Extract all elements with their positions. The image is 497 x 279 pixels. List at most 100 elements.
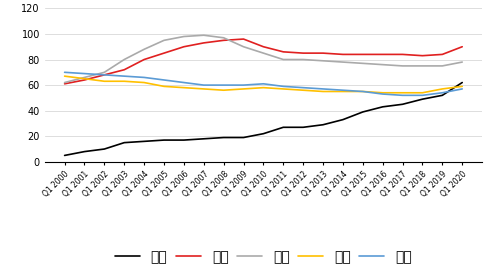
德国 <box>241 83 247 87</box>
英国 <box>221 36 227 39</box>
美国 <box>62 82 68 85</box>
Legend: 中国, 美国, 英国, 日本, 德国: 中国, 美国, 英国, 日本, 德国 <box>109 244 418 269</box>
英国 <box>340 61 346 64</box>
中国 <box>161 138 167 142</box>
中国 <box>419 97 425 101</box>
英国 <box>82 76 87 79</box>
日本 <box>380 91 386 94</box>
英国 <box>101 71 107 74</box>
中国 <box>459 81 465 84</box>
德国 <box>62 71 68 74</box>
中国 <box>439 94 445 97</box>
英国 <box>300 58 306 61</box>
中国 <box>201 137 207 141</box>
美国 <box>161 51 167 55</box>
美国 <box>439 53 445 56</box>
德国 <box>419 94 425 97</box>
美国 <box>340 53 346 56</box>
中国 <box>400 103 406 106</box>
德国 <box>201 83 207 87</box>
英国 <box>241 45 247 49</box>
中国 <box>380 105 386 109</box>
英国 <box>280 58 286 61</box>
美国 <box>221 39 227 42</box>
Line: 美国: 美国 <box>65 39 462 84</box>
英国 <box>121 58 127 61</box>
Line: 英国: 英国 <box>65 35 462 83</box>
美国 <box>141 58 147 61</box>
中国 <box>300 126 306 129</box>
日本 <box>161 85 167 88</box>
日本 <box>419 91 425 94</box>
英国 <box>439 64 445 68</box>
英国 <box>260 51 266 55</box>
美国 <box>300 51 306 55</box>
德国 <box>221 83 227 87</box>
日本 <box>201 87 207 91</box>
德国 <box>121 74 127 78</box>
美国 <box>241 37 247 41</box>
中国 <box>62 154 68 157</box>
日本 <box>439 87 445 91</box>
日本 <box>400 91 406 94</box>
中国 <box>82 150 87 153</box>
德国 <box>181 81 187 84</box>
英国 <box>141 48 147 51</box>
日本 <box>121 80 127 83</box>
日本 <box>181 86 187 89</box>
英国 <box>181 35 187 38</box>
日本 <box>141 81 147 84</box>
英国 <box>320 59 326 62</box>
英国 <box>62 81 68 84</box>
美国 <box>400 53 406 56</box>
中国 <box>280 126 286 129</box>
中国 <box>221 136 227 139</box>
美国 <box>380 53 386 56</box>
美国 <box>260 45 266 49</box>
德国 <box>101 73 107 76</box>
英国 <box>459 61 465 64</box>
美国 <box>459 45 465 49</box>
德国 <box>260 82 266 85</box>
中国 <box>141 140 147 143</box>
美国 <box>101 73 107 76</box>
德国 <box>380 92 386 96</box>
日本 <box>280 87 286 91</box>
美国 <box>121 68 127 71</box>
中国 <box>320 123 326 126</box>
美国 <box>419 54 425 57</box>
日本 <box>62 74 68 78</box>
日本 <box>300 88 306 92</box>
美国 <box>82 78 87 82</box>
德国 <box>400 94 406 97</box>
德国 <box>320 87 326 91</box>
日本 <box>101 80 107 83</box>
日本 <box>340 90 346 93</box>
日本 <box>320 90 326 93</box>
英国 <box>400 64 406 68</box>
德国 <box>300 86 306 89</box>
英国 <box>360 62 366 65</box>
英国 <box>161 39 167 42</box>
中国 <box>101 147 107 151</box>
德国 <box>360 90 366 93</box>
日本 <box>221 88 227 92</box>
德国 <box>141 76 147 79</box>
英国 <box>380 63 386 66</box>
英国 <box>419 64 425 68</box>
德国 <box>82 72 87 75</box>
中国 <box>181 138 187 142</box>
德国 <box>459 87 465 91</box>
美国 <box>280 50 286 54</box>
美国 <box>360 53 366 56</box>
美国 <box>320 51 326 55</box>
德国 <box>280 85 286 88</box>
中国 <box>260 132 266 135</box>
Line: 日本: 日本 <box>65 76 462 93</box>
日本 <box>82 77 87 80</box>
Line: 德国: 德国 <box>65 72 462 95</box>
中国 <box>241 136 247 139</box>
德国 <box>161 78 167 82</box>
中国 <box>121 141 127 144</box>
德国 <box>340 88 346 92</box>
